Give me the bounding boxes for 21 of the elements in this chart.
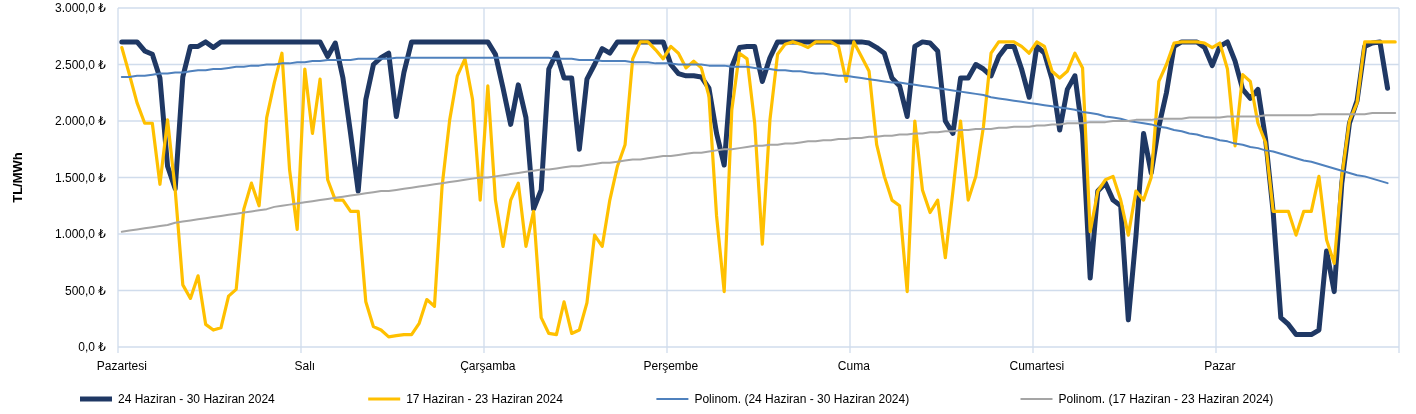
x-tick-label: Pazartesi: [96, 359, 147, 373]
legend-label: 24 Haziran - 30 Haziran 2024: [118, 392, 276, 407]
x-tick-label: Pazar: [1204, 359, 1236, 373]
y-tick-label: 1.000,0 ₺: [54, 227, 107, 242]
x-tick-label: Cuma: [837, 359, 871, 373]
legend-label: Polinom. (24 Haziran - 30 Haziran 2024): [694, 392, 910, 407]
y-tick-label: 500,0 ₺: [65, 283, 107, 298]
legend-label: 17 Haziran - 23 Haziran 2024: [406, 392, 564, 407]
line-series: [120, 112, 1397, 233]
y-tick-label: 1.500,0 ₺: [54, 170, 107, 185]
line-series: [120, 56, 1389, 185]
legend-label: Polinom. (17 Haziran - 23 Haziran 2024): [1058, 392, 1274, 407]
y-tick-label: 0,0 ₺: [78, 340, 107, 355]
y-tick-label: 2.000,0 ₺: [54, 114, 107, 129]
x-tick-label: Çarşamba: [460, 359, 516, 373]
y-axis-title: TL/MWh: [10, 152, 25, 203]
x-tick-label: Perşembe: [643, 359, 699, 373]
y-tick-label: 3.000,0 ₺: [54, 1, 107, 16]
y-tick-label: 2.500,0 ₺: [54, 57, 107, 72]
x-tick-label: Salı: [294, 359, 316, 373]
x-tick-label: Cumartesi: [1009, 359, 1065, 373]
